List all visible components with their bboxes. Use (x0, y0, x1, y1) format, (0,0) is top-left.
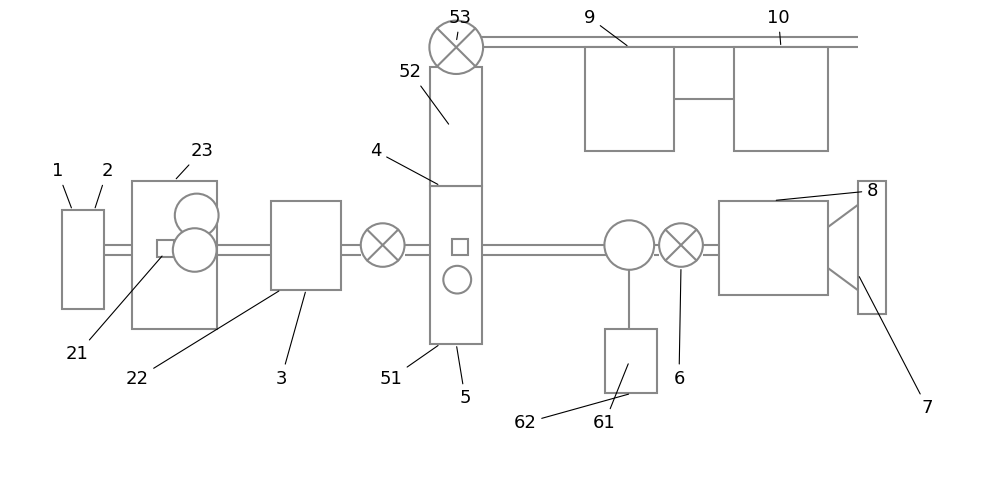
Circle shape (173, 228, 217, 272)
Bar (858, 181, 886, 314)
Text: 22: 22 (126, 291, 279, 388)
Text: 53: 53 (449, 8, 472, 40)
Bar (430, 186, 482, 344)
Text: 10: 10 (767, 8, 790, 44)
Bar (62, 210, 104, 310)
Bar (271, 200, 341, 290)
Text: 7: 7 (859, 276, 933, 417)
Circle shape (659, 224, 703, 267)
Circle shape (361, 224, 405, 267)
Bar (452, 239, 468, 255)
Bar (605, 329, 657, 394)
Bar (719, 200, 828, 294)
Text: 23: 23 (176, 142, 213, 178)
Bar (157, 240, 174, 257)
Text: 5: 5 (457, 346, 471, 408)
Text: 4: 4 (370, 142, 438, 184)
Bar (430, 67, 482, 186)
Text: 61: 61 (593, 364, 628, 432)
Text: 1: 1 (52, 162, 71, 208)
Text: 2: 2 (95, 162, 113, 208)
Circle shape (443, 266, 471, 293)
Text: 8: 8 (776, 182, 879, 201)
Text: 9: 9 (584, 8, 627, 46)
Circle shape (429, 20, 483, 74)
Text: 6: 6 (673, 270, 685, 388)
Bar (585, 48, 674, 151)
Bar (132, 181, 217, 329)
Text: 21: 21 (66, 256, 162, 363)
Circle shape (604, 220, 654, 270)
Text: 52: 52 (399, 63, 449, 124)
Bar (734, 48, 828, 151)
Text: 3: 3 (275, 292, 305, 388)
Text: 62: 62 (513, 394, 629, 432)
Circle shape (175, 194, 219, 237)
Text: 51: 51 (379, 346, 438, 388)
